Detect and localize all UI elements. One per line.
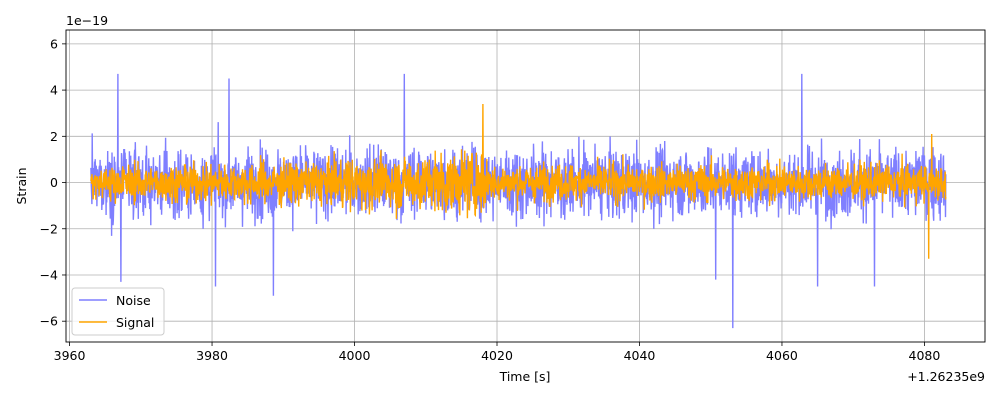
y-tick-label: 0 xyxy=(50,175,58,190)
x-tick-label: 4000 xyxy=(339,348,371,363)
legend-label-signal: Signal xyxy=(116,315,154,330)
x-tick-label: 4020 xyxy=(481,348,513,363)
legend: Noise Signal xyxy=(71,287,165,336)
x-axis-title: Time [s] xyxy=(499,369,551,384)
y-tick-label: 2 xyxy=(50,129,58,144)
y-tick-label: 6 xyxy=(50,36,58,51)
y-scale-label: 1e−19 xyxy=(66,13,108,28)
x-tick-label: 3960 xyxy=(54,348,86,363)
ticks: 3960 3980 4000 4020 4040 4060 4080 −6 −4 −2 0 2 4 6 xyxy=(40,36,941,363)
x-offset-label: +1.26235e9 xyxy=(907,369,985,384)
y-axis-title: Strain xyxy=(14,167,29,204)
x-tick-label: 3980 xyxy=(196,348,228,363)
series-layer xyxy=(90,73,947,329)
legend-label-noise: Noise xyxy=(116,293,151,308)
y-tick-label: −4 xyxy=(40,267,58,282)
series-signal-line xyxy=(90,103,947,259)
y-tick-label: −6 xyxy=(40,314,58,329)
x-tick-label: 4040 xyxy=(624,348,656,363)
plot-frame xyxy=(65,29,986,343)
y-tick-label: −2 xyxy=(40,221,58,236)
x-tick-label: 4060 xyxy=(766,348,798,363)
x-tick-label: 4080 xyxy=(909,348,941,363)
plot-area: 3960 3980 4000 4020 4040 4060 4080 −6 −4 −2 0 2 4 6 xyxy=(40,29,986,363)
y-tick-label: 4 xyxy=(50,83,58,98)
